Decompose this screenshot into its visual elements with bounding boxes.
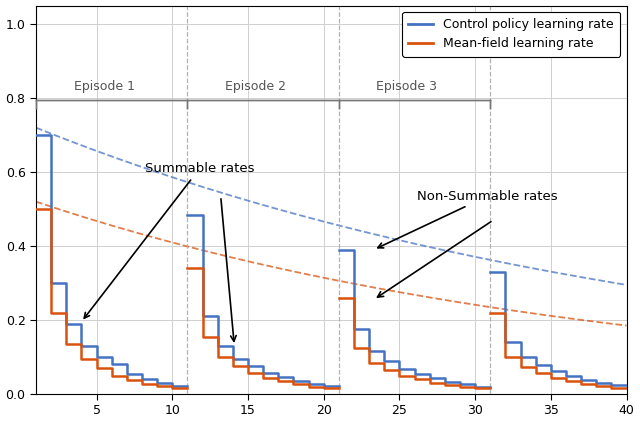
Control policy learning rate xyxy=(168,383,176,388)
Mean-field learning rate xyxy=(168,386,176,391)
Legend: Control policy learning rate, Mean-field learning rate: Control policy learning rate, Mean-field… xyxy=(402,12,620,57)
Text: Episode 1: Episode 1 xyxy=(74,80,134,93)
Mean-field learning rate xyxy=(153,383,161,388)
Control policy learning rate xyxy=(47,280,55,286)
Control policy learning rate xyxy=(93,354,100,360)
Mean-field learning rate xyxy=(47,206,55,212)
Mean-field learning rate xyxy=(138,377,146,382)
Mean-field learning rate xyxy=(93,356,100,361)
Text: Non-Summable rates: Non-Summable rates xyxy=(378,190,557,248)
Mean-field learning rate xyxy=(63,341,70,346)
Mean-field learning rate xyxy=(47,310,55,315)
Line: Mean-field learning rate: Mean-field learning rate xyxy=(36,209,188,388)
Control policy learning rate xyxy=(123,371,131,376)
Control policy learning rate xyxy=(63,321,70,326)
Mean-field learning rate xyxy=(93,365,100,371)
Mean-field learning rate xyxy=(63,310,70,315)
Control policy learning rate xyxy=(47,132,55,137)
Control policy learning rate xyxy=(93,343,100,349)
Control policy learning rate xyxy=(138,377,146,382)
Control policy learning rate xyxy=(168,380,176,385)
Control policy learning rate xyxy=(108,362,116,367)
Mean-field learning rate xyxy=(77,341,85,346)
Control policy learning rate xyxy=(123,362,131,367)
Text: Summable rates: Summable rates xyxy=(84,162,254,318)
Mean-field learning rate xyxy=(108,365,116,371)
Text: Episode 2: Episode 2 xyxy=(225,80,286,93)
Line: Control policy learning rate: Control policy learning rate xyxy=(36,135,188,386)
Mean-field learning rate xyxy=(123,373,131,378)
Control policy learning rate xyxy=(77,343,85,349)
Text: Episode 3: Episode 3 xyxy=(376,80,438,93)
Control policy learning rate xyxy=(63,280,70,286)
Mean-field learning rate xyxy=(168,383,176,388)
Control policy learning rate xyxy=(153,377,161,382)
Control policy learning rate xyxy=(153,380,161,385)
Control policy learning rate xyxy=(138,371,146,376)
Mean-field learning rate xyxy=(77,356,85,361)
Control policy learning rate xyxy=(32,132,40,137)
Mean-field learning rate xyxy=(32,206,40,212)
Mean-field learning rate xyxy=(123,377,131,382)
Control policy learning rate xyxy=(77,321,85,326)
Mean-field learning rate xyxy=(108,373,116,378)
Control policy learning rate xyxy=(108,354,116,360)
Mean-field learning rate xyxy=(138,381,146,386)
Mean-field learning rate xyxy=(184,386,191,391)
Control policy learning rate xyxy=(184,383,191,388)
Mean-field learning rate xyxy=(153,381,161,386)
